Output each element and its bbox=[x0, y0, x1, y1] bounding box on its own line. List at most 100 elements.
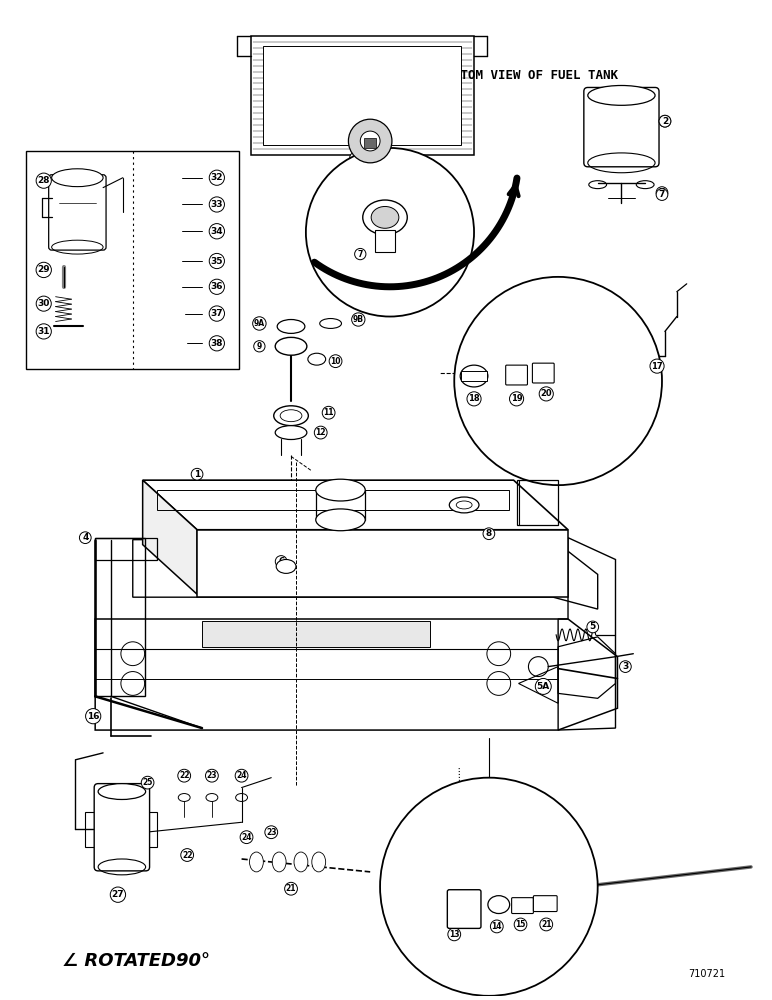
Text: 24: 24 bbox=[236, 771, 247, 780]
Ellipse shape bbox=[449, 497, 479, 513]
Text: 1: 1 bbox=[353, 153, 358, 162]
Circle shape bbox=[380, 778, 598, 996]
Text: 8: 8 bbox=[486, 529, 492, 538]
Text: BOTTOM VIEW OF FUEL TANK: BOTTOM VIEW OF FUEL TANK bbox=[438, 69, 618, 82]
Ellipse shape bbox=[312, 852, 326, 872]
Ellipse shape bbox=[273, 852, 286, 872]
Text: 25: 25 bbox=[142, 778, 153, 787]
Text: 38: 38 bbox=[211, 339, 223, 348]
Ellipse shape bbox=[275, 337, 306, 355]
Text: 21: 21 bbox=[286, 884, 296, 893]
Text: 13: 13 bbox=[449, 930, 459, 939]
Text: 16: 16 bbox=[87, 712, 100, 721]
Text: 1: 1 bbox=[194, 470, 200, 479]
Circle shape bbox=[56, 321, 66, 331]
FancyBboxPatch shape bbox=[94, 784, 150, 871]
Polygon shape bbox=[143, 480, 568, 530]
Ellipse shape bbox=[320, 319, 341, 328]
Ellipse shape bbox=[316, 509, 365, 531]
Ellipse shape bbox=[275, 426, 306, 440]
Ellipse shape bbox=[274, 406, 308, 426]
Text: 2: 2 bbox=[662, 117, 668, 126]
Text: 710721: 710721 bbox=[688, 969, 725, 979]
Text: 3: 3 bbox=[622, 662, 628, 671]
Text: 2: 2 bbox=[662, 117, 668, 126]
Text: 36: 36 bbox=[211, 282, 223, 291]
Bar bbox=[58, 267, 69, 287]
Ellipse shape bbox=[363, 200, 408, 235]
Text: 28: 28 bbox=[38, 176, 50, 185]
FancyBboxPatch shape bbox=[533, 363, 554, 383]
Text: 34: 34 bbox=[211, 227, 223, 236]
Polygon shape bbox=[197, 530, 568, 597]
Text: 18: 18 bbox=[469, 394, 480, 403]
Polygon shape bbox=[95, 619, 618, 730]
Text: 5A: 5A bbox=[537, 682, 550, 691]
Bar bbox=[263, 46, 461, 145]
Text: 26: 26 bbox=[116, 786, 126, 795]
Text: 22: 22 bbox=[182, 851, 192, 860]
Text: 7: 7 bbox=[357, 250, 363, 259]
Text: 9A: 9A bbox=[254, 319, 265, 328]
Ellipse shape bbox=[277, 320, 305, 333]
Text: 19: 19 bbox=[511, 394, 523, 403]
FancyBboxPatch shape bbox=[584, 87, 659, 167]
Ellipse shape bbox=[371, 206, 399, 228]
Text: 9B: 9B bbox=[353, 315, 364, 324]
Text: 23: 23 bbox=[207, 771, 217, 780]
Bar bbox=[252, 36, 474, 155]
Text: 37: 37 bbox=[211, 309, 223, 318]
Bar bbox=[26, 151, 239, 369]
Ellipse shape bbox=[316, 479, 365, 501]
Text: 5: 5 bbox=[590, 622, 596, 631]
Bar bbox=[364, 138, 376, 148]
Text: 9: 9 bbox=[257, 342, 262, 351]
Ellipse shape bbox=[157, 245, 181, 255]
Text: 11: 11 bbox=[323, 408, 334, 417]
Text: 35: 35 bbox=[211, 257, 223, 266]
Ellipse shape bbox=[249, 852, 263, 872]
Ellipse shape bbox=[276, 560, 296, 573]
Text: 31: 31 bbox=[38, 327, 50, 336]
Ellipse shape bbox=[587, 85, 655, 105]
Text: 33: 33 bbox=[211, 200, 223, 209]
Ellipse shape bbox=[488, 896, 510, 914]
FancyBboxPatch shape bbox=[447, 890, 481, 928]
Text: 4: 4 bbox=[82, 533, 89, 542]
Text: ∠ ROTATED90°: ∠ ROTATED90° bbox=[62, 952, 209, 970]
Text: 32: 32 bbox=[211, 173, 223, 182]
Text: 7: 7 bbox=[659, 190, 665, 199]
Ellipse shape bbox=[294, 852, 308, 872]
FancyBboxPatch shape bbox=[533, 896, 557, 912]
Polygon shape bbox=[202, 621, 429, 647]
Text: 29: 29 bbox=[37, 265, 50, 274]
Text: 15: 15 bbox=[516, 920, 526, 929]
Text: 30: 30 bbox=[38, 299, 50, 308]
FancyBboxPatch shape bbox=[512, 898, 533, 914]
Circle shape bbox=[454, 277, 662, 485]
FancyBboxPatch shape bbox=[506, 365, 527, 385]
Circle shape bbox=[306, 148, 474, 317]
Text: 12: 12 bbox=[316, 428, 326, 437]
Circle shape bbox=[361, 131, 380, 151]
Text: 22: 22 bbox=[179, 771, 189, 780]
Ellipse shape bbox=[98, 784, 146, 799]
Text: 20: 20 bbox=[540, 389, 552, 398]
Text: 24: 24 bbox=[242, 833, 252, 842]
Bar bbox=[157, 250, 182, 272]
Text: 7: 7 bbox=[659, 188, 665, 197]
Polygon shape bbox=[143, 480, 197, 594]
Text: 23: 23 bbox=[266, 828, 276, 837]
Ellipse shape bbox=[460, 365, 488, 387]
Text: 17: 17 bbox=[652, 362, 663, 371]
Text: 14: 14 bbox=[492, 922, 502, 931]
Ellipse shape bbox=[52, 169, 103, 187]
Ellipse shape bbox=[308, 353, 326, 365]
Text: 6: 6 bbox=[278, 557, 284, 566]
Circle shape bbox=[529, 657, 548, 677]
Bar bbox=[461, 371, 487, 381]
Text: 10: 10 bbox=[330, 357, 340, 366]
Text: 27: 27 bbox=[112, 890, 124, 899]
Bar bbox=[375, 230, 395, 252]
Circle shape bbox=[348, 119, 392, 163]
